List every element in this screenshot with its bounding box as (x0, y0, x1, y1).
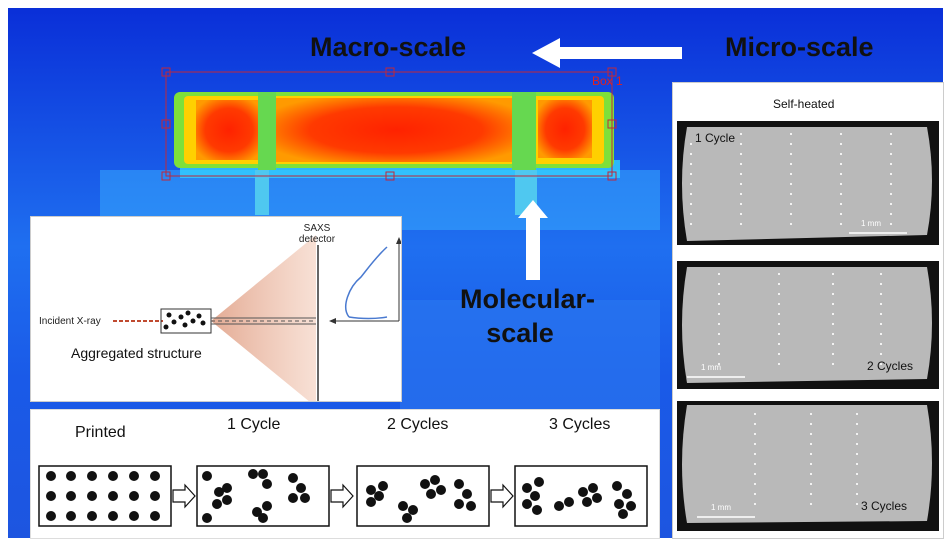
ct-image-1 (677, 121, 939, 245)
ct-scale-2: 1 mm (701, 363, 721, 372)
cycle-label-1: 1 Cycle (227, 416, 281, 433)
ct-scale-1: 1 mm (861, 219, 881, 228)
ct-cycle-label-2: 2 Cycles (867, 359, 914, 373)
saxs-detector-line2: detector (298, 234, 336, 245)
saxs-schematic (113, 235, 402, 407)
incident-xray-label: Incident X-ray (39, 316, 101, 327)
micro-ct-panel: Self-heated 1 Cycle 1 mm 2 Cycles 1 mm 3… (672, 82, 944, 539)
ct-scale-3: 1 mm (711, 503, 731, 512)
saxs-schematic-panel: SAXS detector Incident X-ray Aggregated … (30, 216, 402, 407)
ct-image-2 (677, 261, 939, 389)
cycle-label-2: 2 Cycles (387, 416, 449, 433)
ct-images (677, 121, 939, 531)
ct-image-3 (677, 401, 939, 531)
micro-scale-label: Micro-scale (725, 32, 874, 62)
cycle-diagram (38, 465, 648, 527)
cycle-label-printed: Printed (75, 424, 126, 441)
box-label: Box 1 (592, 74, 623, 88)
cycle-label-3: 3 Cycles (549, 416, 611, 433)
ct-cycle-label-1: 1 Cycle (695, 131, 736, 145)
molecular-label-line2: scale (486, 318, 554, 348)
self-heated-title: Self-heated (773, 97, 835, 111)
ct-cycle-label-3: 3 Cycles (861, 499, 908, 513)
macro-scale-label: Macro-scale (310, 32, 467, 62)
aggregated-structure-label: Aggregated structure (71, 345, 202, 361)
saxs-detector-label: SAXS detector (295, 223, 339, 245)
saxs-detector-line1: SAXS (303, 223, 331, 234)
molecular-label-line1: Molecular- (460, 284, 596, 314)
cycle-schematic-panel: Printed 1 Cycle 2 Cycles 3 Cycles (30, 409, 660, 539)
molecular-scale-label: Molecular- scale (460, 282, 596, 350)
